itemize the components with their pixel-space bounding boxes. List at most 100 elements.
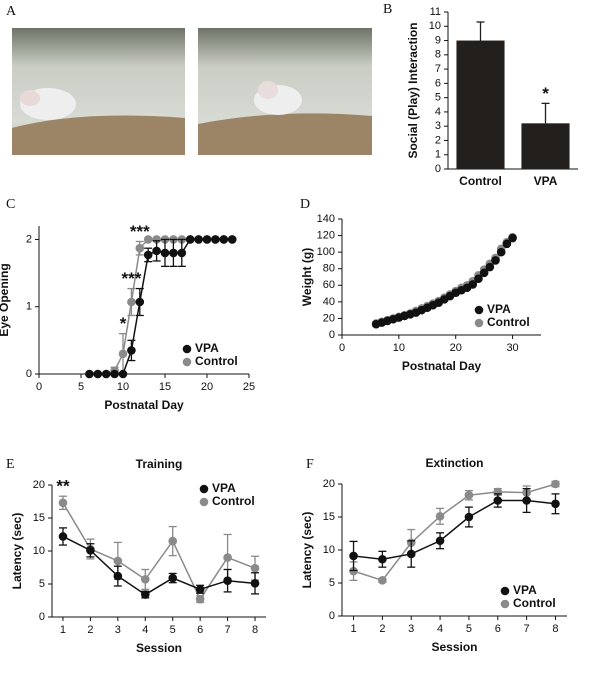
- legend-marker: [500, 586, 510, 596]
- x-tick-label: 15: [159, 381, 171, 393]
- x-tick-label: 1: [350, 623, 356, 635]
- data-point: [135, 297, 145, 307]
- legend-label: Control: [195, 354, 238, 368]
- data-point: [86, 546, 95, 555]
- x-tick-label: 8: [552, 623, 558, 635]
- x-axis-label: Session: [431, 640, 477, 654]
- data-point: [202, 235, 212, 244]
- y-tick-label: 7: [435, 63, 441, 75]
- y-tick-label: 3: [435, 120, 441, 132]
- x-tick-label: 2: [87, 624, 93, 636]
- annotation: ***: [121, 269, 141, 288]
- y-tick-label: 40: [323, 296, 335, 308]
- photo: [12, 28, 185, 155]
- data-point: [168, 536, 178, 546]
- data-point: [378, 554, 387, 564]
- y-axis-label: Latency (sec): [10, 513, 24, 590]
- data-point: [211, 235, 220, 244]
- series-line: [353, 483, 556, 582]
- y-tick-label: 2: [435, 134, 441, 146]
- data-point: [152, 235, 161, 244]
- y-tick-label: 11: [430, 6, 441, 18]
- y-axis-label: Latency (sec): [300, 512, 314, 589]
- legend-marker: [182, 357, 192, 367]
- x-tick-label: 10: [117, 381, 129, 393]
- legend-marker: [199, 484, 209, 494]
- x-tick-label: 20: [450, 342, 462, 354]
- data-point: [195, 594, 205, 604]
- y-tick-label: 1: [435, 149, 441, 161]
- x-tick-label: 2: [379, 623, 385, 635]
- data-point: [168, 573, 178, 583]
- data-point: [152, 246, 161, 256]
- x-tick-label: 6: [197, 624, 203, 636]
- x-tick-label: 4: [437, 623, 443, 635]
- annotation: *: [120, 314, 127, 333]
- bar: [456, 40, 505, 169]
- y-tick-label: 0: [26, 368, 32, 380]
- x-tick-label: VPA: [534, 174, 558, 188]
- y-tick-label: 6: [435, 77, 441, 89]
- data-point: [118, 369, 128, 379]
- data-point: [101, 369, 111, 379]
- data-point: [474, 274, 483, 283]
- data-point: [496, 247, 506, 257]
- x-tick-label: 30: [506, 342, 518, 354]
- data-point: [140, 575, 150, 584]
- photo: [198, 28, 372, 155]
- data-point: [479, 268, 489, 278]
- panel-label: B: [383, 2, 392, 17]
- x-tick-label: 0: [36, 381, 42, 393]
- data-point: [118, 349, 128, 359]
- data-point: [177, 248, 187, 258]
- data-point: [406, 549, 416, 559]
- x-tick-label: 8: [252, 624, 258, 636]
- y-axis-label: Eye Opening: [0, 263, 11, 336]
- y-tick-label: 20: [323, 312, 335, 324]
- y-tick-label: 8: [435, 49, 441, 61]
- panel-label: D: [300, 197, 310, 212]
- data-point: [195, 584, 205, 594]
- x-tick-label: 20: [201, 381, 213, 393]
- legend-marker: [474, 305, 484, 315]
- legend-marker: [500, 599, 510, 609]
- data-point: [135, 243, 145, 253]
- y-tick-label: 140: [317, 213, 335, 225]
- y-tick-label: 0: [435, 163, 441, 175]
- annotation: **: [56, 477, 70, 496]
- data-point: [219, 235, 229, 244]
- x-tick-label: 3: [408, 623, 414, 635]
- y-tick-label: 20: [323, 478, 335, 490]
- x-tick-label: 25: [243, 381, 255, 393]
- data-point: [227, 235, 237, 244]
- data-point: [508, 233, 517, 243]
- y-tick-label: 5: [435, 92, 441, 104]
- data-point: [58, 532, 68, 541]
- data-point: [493, 496, 503, 505]
- y-tick-label: 5: [329, 577, 335, 589]
- y-tick-label: 0: [39, 611, 45, 623]
- data-point: [194, 235, 203, 244]
- data-point: [502, 239, 512, 249]
- data-point: [113, 556, 123, 566]
- legend-label: Control: [212, 494, 255, 508]
- y-tick-label: 5: [39, 578, 45, 590]
- data-point: [464, 512, 474, 522]
- legend-label: VPA: [195, 341, 219, 355]
- legend-label: VPA: [212, 481, 236, 495]
- legend-label: Control: [513, 596, 556, 610]
- x-tick-label: 4: [142, 624, 148, 636]
- x-axis-label: Session: [136, 641, 182, 655]
- x-axis-label: Postnatal Day: [402, 359, 482, 373]
- data-point: [250, 563, 260, 573]
- x-tick-label: 7: [225, 624, 231, 636]
- data-point: [185, 235, 195, 244]
- data-point: [110, 369, 119, 379]
- y-tick-label: 20: [33, 479, 45, 491]
- legend-marker: [199, 497, 209, 507]
- data-point: [349, 566, 358, 576]
- x-tick-label: 5: [170, 624, 176, 636]
- data-point: [485, 262, 495, 272]
- data-point: [127, 297, 136, 307]
